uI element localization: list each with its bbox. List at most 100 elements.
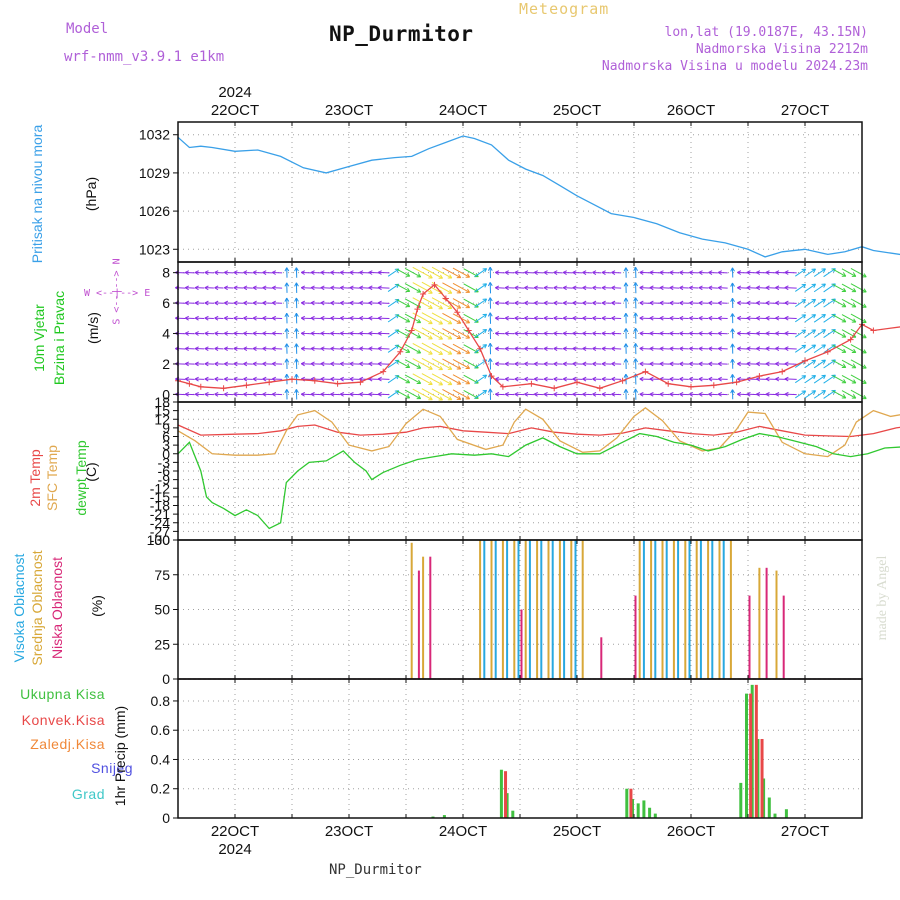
wind-arrowhead: [708, 300, 713, 306]
wind-arrowhead: [601, 361, 606, 367]
wind-arrowhead: [495, 361, 500, 367]
wind-arrowhead: [271, 391, 277, 397]
wind-arrowhead: [562, 391, 567, 397]
wind-arrowhead: [639, 376, 644, 382]
wind-arrowhead: [514, 270, 519, 275]
wind-arrowhead: [194, 331, 199, 336]
wind-speed-marker: [802, 357, 808, 364]
wind-arrow: [412, 266, 433, 279]
wind-arrowhead: [811, 268, 816, 273]
wind-arrowhead: [377, 361, 382, 367]
wind-arrow: [452, 298, 470, 309]
wind-arrow: [404, 267, 421, 278]
wind-arrowhead: [300, 346, 306, 352]
wind-arrowhead: [428, 350, 433, 355]
wind-arrowhead: [456, 395, 462, 400]
cloud-bar: [748, 595, 751, 679]
wind-arrow: [794, 390, 806, 399]
wind-arrowhead: [524, 300, 529, 306]
wind-arrowhead: [582, 315, 587, 321]
wind-arrowhead: [582, 391, 587, 397]
wind-arrowhead: [416, 395, 422, 400]
wind-arrowhead: [533, 285, 538, 291]
wind-arrowhead: [456, 319, 462, 324]
wind-arrowhead: [349, 391, 354, 397]
wind-arrowhead: [262, 361, 267, 367]
wind-arrow: [431, 327, 453, 340]
wind-arrow: [396, 329, 410, 338]
wind-arrowhead: [669, 315, 674, 321]
y-tick-label: 0: [162, 386, 170, 402]
wind-arrow: [474, 268, 487, 278]
wind-arrowhead: [524, 331, 529, 336]
precip-bar: [653, 813, 657, 818]
wind-arrowhead: [359, 285, 364, 291]
wind-arrow: [387, 390, 400, 399]
wind-arrowhead: [184, 376, 190, 382]
cloud-bar: [581, 540, 584, 679]
wind-arrowhead: [320, 361, 325, 367]
wind-arrowhead: [689, 285, 694, 291]
y-tick-label: -6: [158, 463, 171, 479]
wind-arrowhead: [447, 304, 453, 309]
wind-arrowhead: [717, 285, 722, 291]
wind-arrowhead: [611, 391, 616, 397]
wind-arrowhead: [438, 396, 443, 401]
wind-arrowhead: [194, 285, 199, 291]
wind-arrowhead: [689, 300, 694, 306]
wind-arrowhead: [214, 285, 219, 291]
y-tick-label: -9: [158, 472, 171, 488]
wind-arrowhead: [689, 270, 694, 275]
wind-arrowhead: [601, 270, 606, 275]
wind-arrowhead: [698, 346, 703, 352]
wind-arrowhead: [708, 361, 713, 367]
wind-arrowhead: [447, 380, 453, 386]
wind-arrowhead: [717, 315, 722, 321]
precip-bar: [762, 778, 766, 818]
wind-arrow: [804, 298, 816, 308]
wind-arrowhead: [765, 376, 770, 382]
wind-arrowhead: [698, 270, 703, 275]
wind-arrowhead: [746, 315, 751, 321]
wind-arrowhead: [698, 300, 703, 306]
wind-arrowhead: [775, 300, 780, 306]
wind-arrowhead: [730, 267, 735, 272]
wind-arrowhead: [623, 389, 629, 394]
wind-arrow: [832, 329, 847, 338]
wind-arrowhead: [405, 287, 411, 292]
wind-arrow: [841, 283, 857, 293]
precip-bar: [636, 803, 640, 818]
wind-arrowhead: [368, 300, 373, 306]
legend-freezing-rain: Zaledj.Kisa: [30, 736, 105, 752]
wind-arrowhead: [669, 391, 674, 397]
wind-arrow: [813, 359, 826, 369]
wind-arrowhead: [582, 376, 587, 382]
wind-arrowhead: [447, 274, 453, 279]
cloud-bar: [782, 595, 785, 679]
wind-arrowhead: [649, 285, 654, 291]
wind-arrow: [474, 313, 487, 323]
wind-arrowhead: [514, 331, 519, 336]
wind-arrowhead: [284, 343, 290, 348]
wind-arrow: [813, 314, 826, 323]
wind-arrowhead: [438, 305, 443, 310]
cloud-bar: [677, 540, 680, 679]
wind-arrowhead: [572, 391, 577, 397]
series-line: [177, 424, 900, 438]
wind-arrowhead: [504, 361, 509, 367]
x-date-label-top: 25OCT: [553, 102, 601, 119]
wind-arrowhead: [821, 344, 826, 349]
wind-speed-marker: [551, 385, 558, 392]
wind-arrowhead: [456, 304, 462, 309]
y-tick-label: -27: [150, 523, 170, 539]
wind-arrow: [396, 375, 410, 384]
wind-arrowhead: [524, 315, 529, 321]
wind-arrowhead: [233, 300, 238, 306]
wind-arrowhead: [572, 346, 577, 352]
x-date-label-bottom: 27OCT: [781, 823, 829, 840]
precip-bar: [767, 797, 771, 818]
wind-arrowhead: [456, 274, 462, 279]
wind-arrowhead: [504, 391, 509, 397]
y-tick-label: 0.6: [151, 722, 171, 738]
